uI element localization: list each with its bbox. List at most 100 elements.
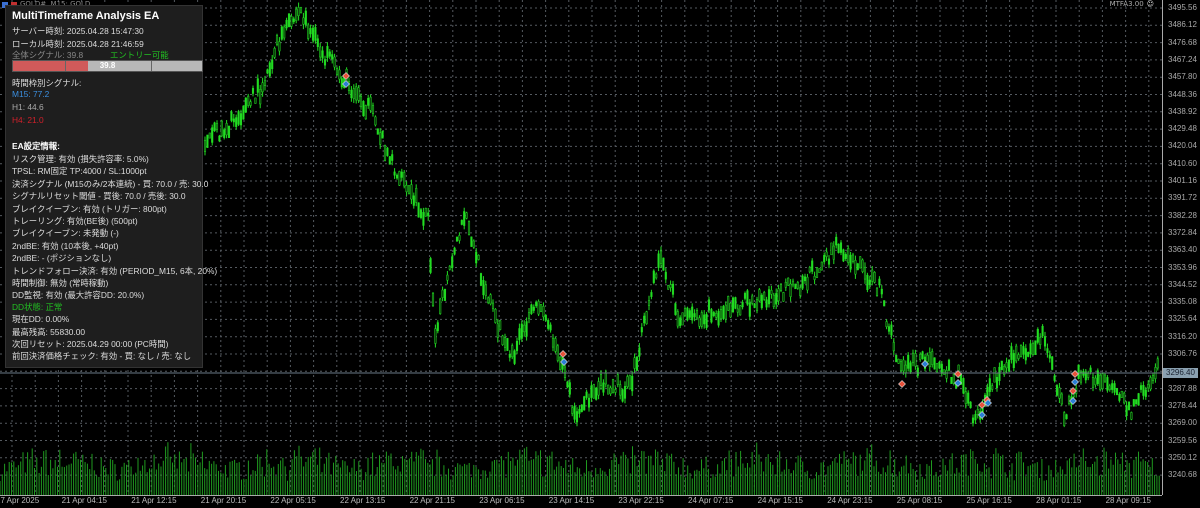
ea-label[interactable]: MTFA3.00 ☺ [1110,0,1154,9]
setting-row: TPSL: RM固定 TP:4000 / SL:1000pt [12,166,147,177]
candle [398,171,401,186]
candle [796,282,799,289]
candle [991,385,994,390]
candle [563,366,567,379]
candle [739,305,742,316]
candle [892,342,895,351]
time-label: 22 Apr 13:15 [340,496,386,505]
candle [782,292,785,302]
candle [328,51,331,57]
candle [993,367,996,383]
price-label: 3410.60 [1168,158,1197,168]
candle [484,284,487,296]
chart-title-bar: GOLD#, M15: GOLD [2,0,90,9]
candle [628,375,631,390]
candle [309,28,312,35]
candle [1031,342,1035,355]
candle [287,13,291,27]
candle [311,27,315,41]
price-label: 3316.20 [1168,331,1197,341]
candle [635,356,639,371]
candle [578,408,581,414]
candle [566,381,569,388]
candle [830,242,833,256]
candle [215,123,219,130]
time-label: 24 Apr 23:15 [827,496,873,505]
price-label: 3382.28 [1168,210,1197,220]
candle [638,347,641,357]
candle [458,235,461,241]
candle [273,48,276,58]
last-check: 前回決済価格チェック: 有効 - 買: なし / 売: なし [12,351,192,361]
candle [1027,352,1030,357]
candle [621,389,624,402]
time-label: 24 Apr 07:15 [688,496,734,505]
candle [364,105,367,120]
candle [741,302,744,308]
candle [539,304,543,312]
price-label: 3476.68 [1168,37,1197,47]
candle [239,113,243,126]
candle [547,320,550,329]
server-time: サーバー時刻: 2025.04.28 15:47:30 [12,26,144,36]
candle [371,105,375,114]
candle [1022,346,1025,355]
candle [583,396,586,411]
candle [1108,385,1111,390]
candle [1034,340,1037,355]
volume-bars [0,442,1160,495]
candle [902,359,905,372]
candle [1000,360,1003,371]
setting-row: DD監視: 有効 (最大許容DD: 20.0%) [12,290,145,301]
candle [962,378,965,394]
candle [647,300,651,306]
candle [362,100,365,116]
candle [1103,374,1107,382]
candle [952,374,955,384]
gauge-fill [13,61,89,71]
candle [232,118,235,123]
candle [513,350,516,364]
candle [664,271,667,280]
candle [419,209,423,218]
price-label: 3259.56 [1168,435,1197,445]
candle [235,117,238,127]
price-label: 3429.48 [1168,124,1197,134]
candle [657,253,660,268]
time-label: 28 Apr 09:15 [1105,496,1151,505]
candle [338,69,341,80]
candle [1067,396,1071,404]
candle [1106,377,1109,391]
candle [1091,376,1095,388]
candle [407,185,411,194]
candle [921,351,924,360]
next-reset: 次回リセット: 2025.04.29 00:00 (PC時間) [12,339,169,349]
candle [681,312,684,326]
candle [1010,346,1013,360]
candle [506,338,509,351]
candle [477,254,480,260]
candle [844,253,847,260]
candle [791,280,795,286]
candle [1127,401,1131,411]
candle [530,304,533,314]
candle [1065,414,1068,420]
sell-marker [954,370,962,378]
candle [443,288,447,301]
time-label: 21 Apr 04:15 [61,496,107,505]
price-label: 3467.24 [1168,54,1197,64]
candle [331,54,334,60]
candle [319,46,322,58]
candle [671,283,675,295]
candle [1089,367,1092,372]
candle [429,258,432,273]
candle [520,323,523,339]
candle [1120,390,1123,398]
candle [472,240,475,248]
candle [679,317,682,326]
candle [333,56,336,68]
candle [359,96,363,108]
candle [470,236,473,247]
buy-marker [1069,397,1077,405]
